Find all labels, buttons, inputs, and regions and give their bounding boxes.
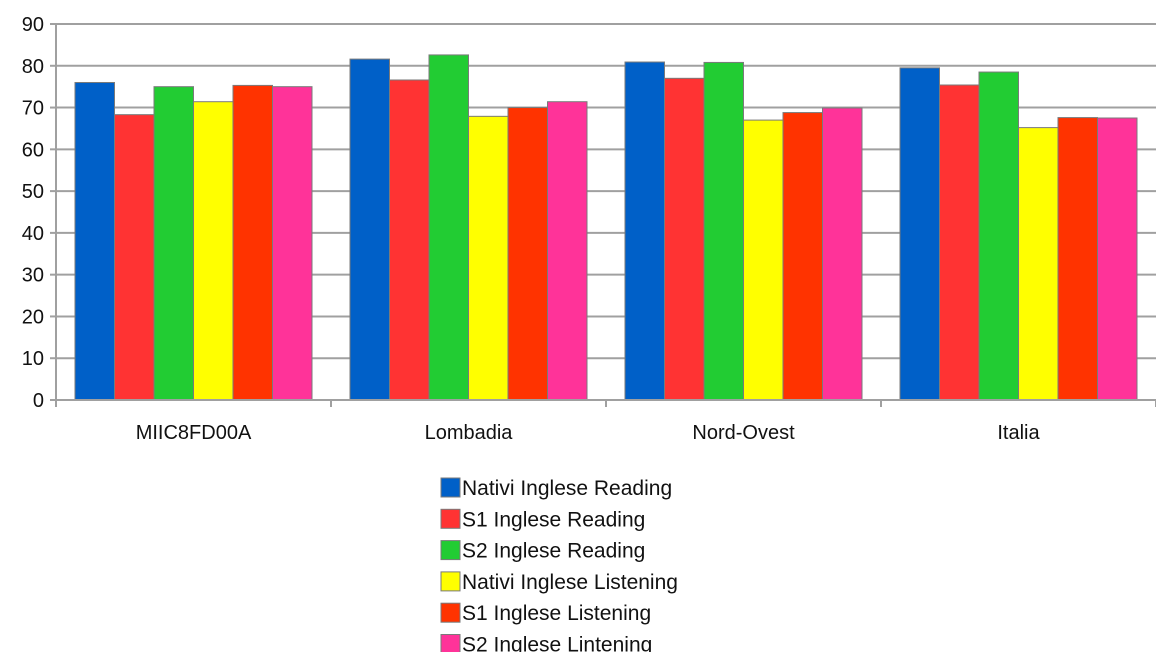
x-tick-label: MIIC8FD00A	[136, 422, 252, 444]
x-tick-label: Italia	[997, 422, 1040, 444]
legend-label: Nativi Inglese Listening	[462, 571, 678, 594]
bar	[899, 67, 940, 401]
legend-swatch	[440, 634, 461, 652]
bar	[193, 101, 234, 401]
y-tick-label: 30	[22, 265, 44, 287]
x-tick-label: Nord-Ovest	[692, 422, 795, 444]
bar	[153, 86, 194, 401]
bar	[782, 112, 823, 401]
legend-swatch	[440, 571, 461, 592]
y-tick-label: 70	[22, 98, 44, 120]
legend-swatch	[440, 477, 461, 498]
legend-label: S1 Inglese Reading	[462, 508, 645, 531]
bar	[428, 54, 469, 401]
y-tick-label: 40	[22, 223, 44, 245]
y-tick-label: 80	[22, 56, 44, 78]
legend-swatch	[440, 602, 461, 623]
legend-item: S2 Inglese Lintening	[440, 634, 652, 652]
legend-swatch	[440, 508, 461, 529]
bar	[232, 84, 273, 401]
bar	[1018, 127, 1059, 401]
legend-label: S1 Inglese Listening	[462, 602, 651, 625]
bar	[822, 107, 863, 401]
bar	[1057, 117, 1098, 401]
legend-item: Nativi Inglese Reading	[440, 477, 672, 500]
legend-item: S1 Inglese Listening	[440, 602, 651, 625]
bar	[272, 86, 313, 401]
legend-label: S2 Inglese Lintening	[462, 634, 652, 652]
legend: Nativi Inglese Reading S1 Inglese Reading…	[440, 477, 678, 652]
legend-swatch	[440, 540, 461, 561]
legend-label: S2 Inglese Reading	[462, 540, 645, 563]
bar	[978, 71, 1019, 401]
bar	[703, 61, 744, 401]
legend-label: Nativi Inglese Reading	[462, 477, 672, 500]
bar	[1097, 117, 1138, 401]
bar	[624, 61, 665, 401]
bar	[349, 58, 390, 401]
bar	[468, 115, 509, 401]
y-tick-label: 60	[22, 139, 44, 161]
x-axis-tick-labels: MIIC8FD00A Lombadia Nord-Ovest Italia	[136, 422, 1041, 444]
legend-item: Nativi Inglese Listening	[440, 571, 678, 594]
bar	[114, 114, 155, 401]
x-tick-label: Lombadia	[425, 422, 514, 444]
bar	[664, 77, 705, 401]
bar	[389, 79, 430, 401]
y-tick-label: 10	[22, 348, 44, 370]
bar	[939, 84, 980, 401]
y-tick-label: 20	[22, 306, 44, 328]
legend-item: S2 Inglese Reading	[440, 540, 645, 563]
y-tick-label: 50	[22, 181, 44, 203]
legend-item: S1 Inglese Reading	[440, 508, 645, 531]
bar	[743, 119, 784, 401]
bar	[507, 107, 548, 401]
y-tick-label: 90	[22, 14, 44, 36]
bars	[74, 54, 1138, 401]
y-tick-label: 0	[33, 390, 44, 412]
bar	[74, 81, 115, 401]
axes	[50, 23, 1156, 407]
bar	[547, 101, 588, 401]
y-axis-tick-labels: 0 10 20 30 40 50 60 70 80 90	[22, 14, 44, 412]
